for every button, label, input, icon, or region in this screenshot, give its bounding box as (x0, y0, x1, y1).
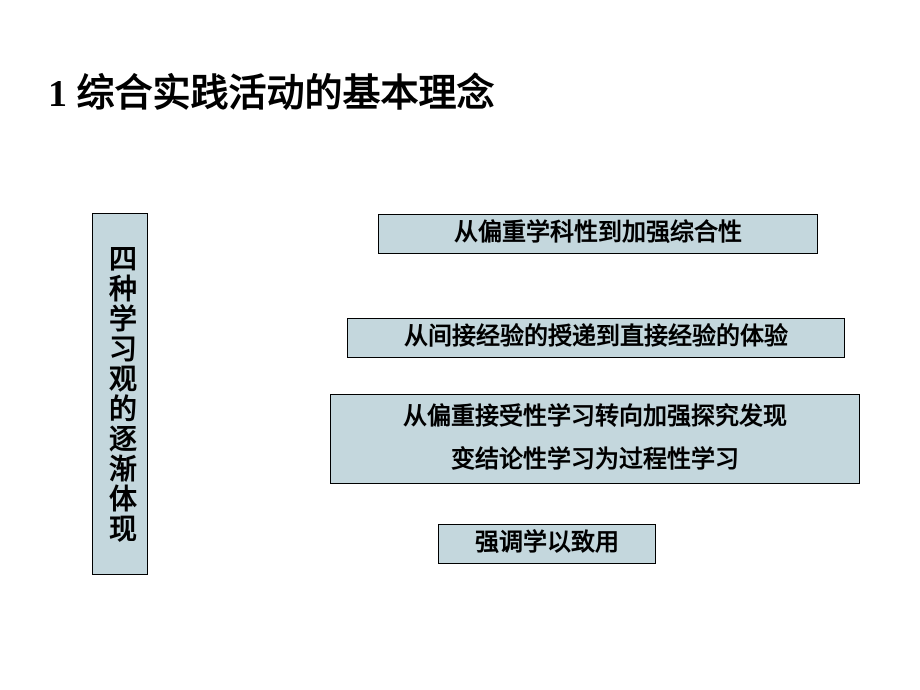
vertical-label-text: 四种学习观的逐渐体现 (100, 244, 140, 544)
slide-title: 1 综合实践活动的基本理念 (48, 62, 495, 117)
concept-box-3: 从偏重接受性学习转向加强探究发现变结论性学习为过程性学习 (330, 394, 860, 484)
concept-text-4: 强调学以致用 (475, 522, 619, 565)
vertical-label-box: 四种学习观的逐渐体现 (92, 213, 148, 575)
concept-text-1: 从偏重学科性到加强综合性 (454, 212, 742, 255)
concept-box-1: 从偏重学科性到加强综合性 (378, 214, 818, 254)
concept-text-2: 从间接经验的授递到直接经验的体验 (404, 316, 788, 359)
concept-text-3: 从偏重接受性学习转向加强探究发现变结论性学习为过程性学习 (403, 396, 787, 482)
concept-box-2: 从间接经验的授递到直接经验的体验 (347, 318, 845, 358)
concept-box-4: 强调学以致用 (438, 524, 656, 564)
